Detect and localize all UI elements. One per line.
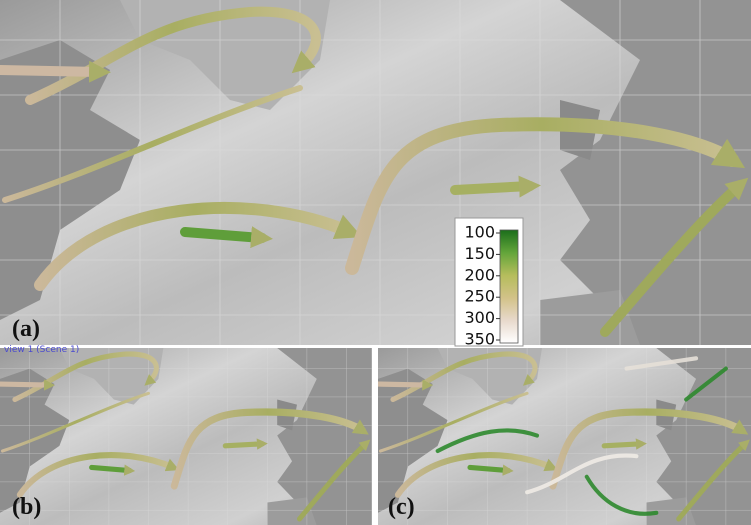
view-label: view 1 (Scene 1) xyxy=(4,345,79,355)
panel-label: (a) xyxy=(12,316,40,342)
colorbar-tick-label: 250 xyxy=(464,287,495,306)
colorbar-tick-label: 300 xyxy=(464,308,495,327)
colorbar-bar xyxy=(499,229,519,344)
panel-c xyxy=(378,348,751,525)
panel-label: (c) xyxy=(388,494,415,520)
panel-label: (b) xyxy=(12,494,41,520)
panel-b xyxy=(0,348,372,525)
colorbar-tick-label: 150 xyxy=(464,244,495,263)
colorbar-tick-label: 350 xyxy=(464,330,495,349)
colorbar: 100 150 200 250 300 350 xyxy=(454,217,524,349)
colorbar-tick-label: 200 xyxy=(464,265,495,284)
panel-a xyxy=(0,0,751,345)
colorbar-tick-label: 100 xyxy=(464,223,495,242)
